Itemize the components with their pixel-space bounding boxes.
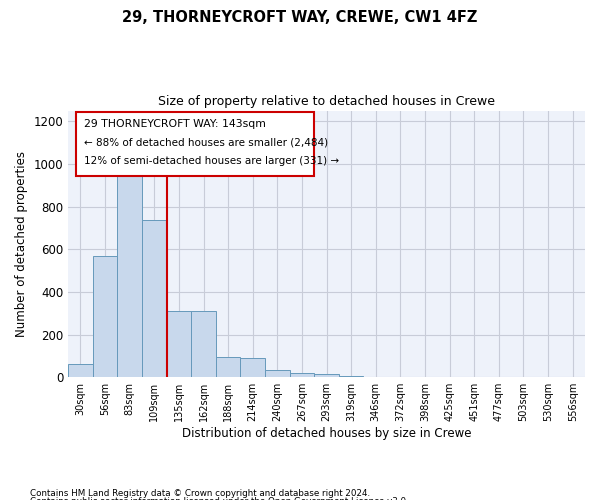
Title: Size of property relative to detached houses in Crewe: Size of property relative to detached ho… <box>158 95 495 108</box>
Bar <box>93 256 118 377</box>
Y-axis label: Number of detached properties: Number of detached properties <box>15 151 28 337</box>
Bar <box>216 357 241 377</box>
Bar <box>118 164 142 377</box>
Bar <box>68 364 93 377</box>
Text: 29, THORNEYCROFT WAY, CREWE, CW1 4FZ: 29, THORNEYCROFT WAY, CREWE, CW1 4FZ <box>122 10 478 25</box>
Text: 29 THORNEYCROFT WAY: 143sqm: 29 THORNEYCROFT WAY: 143sqm <box>83 118 266 128</box>
Text: Contains HM Land Registry data © Crown copyright and database right 2024.: Contains HM Land Registry data © Crown c… <box>30 488 370 498</box>
Bar <box>142 220 167 377</box>
X-axis label: Distribution of detached houses by size in Crewe: Distribution of detached houses by size … <box>182 427 472 440</box>
Bar <box>339 376 364 377</box>
Bar <box>290 372 314 377</box>
Bar <box>241 358 265 377</box>
Bar <box>314 374 339 377</box>
Bar <box>191 311 216 377</box>
Text: ← 88% of detached houses are smaller (2,484): ← 88% of detached houses are smaller (2,… <box>83 137 328 147</box>
Bar <box>167 311 191 377</box>
Text: 12% of semi-detached houses are larger (331) →: 12% of semi-detached houses are larger (… <box>83 156 339 166</box>
FancyBboxPatch shape <box>76 112 314 176</box>
Text: Contains public sector information licensed under the Open Government Licence v3: Contains public sector information licen… <box>30 497 409 500</box>
Bar <box>265 370 290 377</box>
